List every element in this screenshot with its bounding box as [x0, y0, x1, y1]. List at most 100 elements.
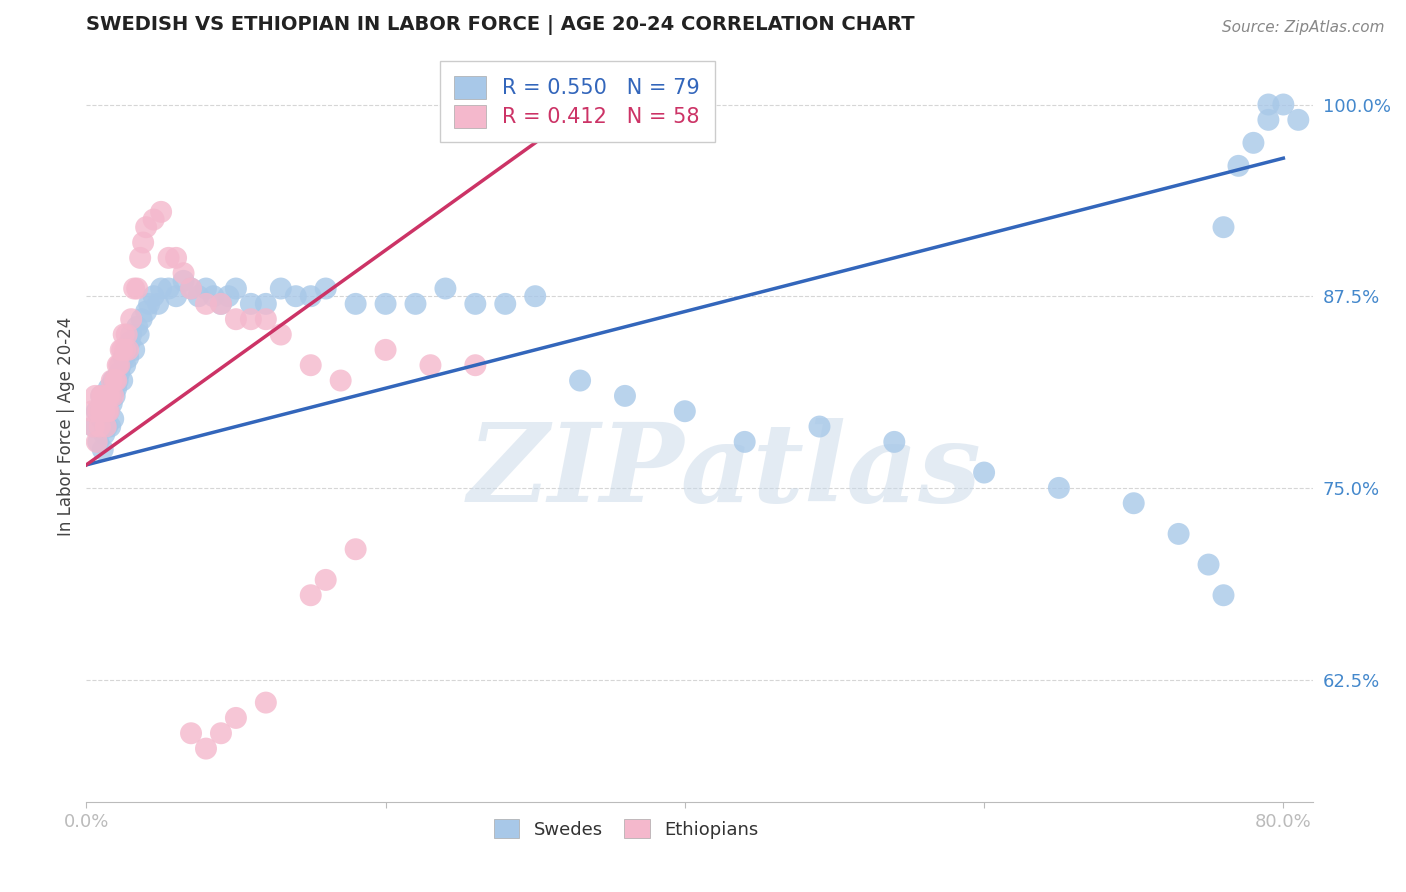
- Point: [117, 351, 139, 365]
- Point: [195, 741, 218, 756]
- Point: [86, 434, 108, 449]
- Point: [82, 404, 104, 418]
- Point: [90, 389, 112, 403]
- Point: [127, 281, 149, 295]
- Point: [1257, 97, 1279, 112]
- Point: [94, 389, 117, 403]
- Point: [344, 297, 367, 311]
- Point: [180, 726, 202, 740]
- Point: [1227, 159, 1250, 173]
- Point: [108, 366, 131, 380]
- Point: [138, 297, 160, 311]
- Point: [225, 281, 247, 295]
- Point: [100, 396, 122, 410]
- Point: [270, 327, 292, 342]
- Point: [1212, 588, 1234, 602]
- Point: [93, 404, 115, 418]
- Point: [83, 419, 105, 434]
- Point: [239, 312, 262, 326]
- Point: [146, 297, 169, 311]
- Point: [132, 235, 155, 250]
- Point: [180, 281, 202, 295]
- Point: [464, 297, 486, 311]
- Point: [96, 404, 118, 418]
- Text: ZIPatlas: ZIPatlas: [467, 417, 981, 525]
- Point: [1257, 112, 1279, 127]
- Point: [254, 312, 277, 326]
- Point: [344, 542, 367, 557]
- Y-axis label: In Labor Force | Age 20-24: In Labor Force | Age 20-24: [58, 317, 75, 536]
- Point: [108, 358, 131, 372]
- Point: [118, 335, 141, 350]
- Point: [94, 404, 117, 418]
- Point: [157, 281, 180, 295]
- Point: [110, 358, 132, 372]
- Point: [89, 419, 111, 434]
- Point: [165, 289, 187, 303]
- Point: [84, 389, 107, 403]
- Point: [94, 419, 117, 434]
- Point: [284, 289, 307, 303]
- Point: [173, 266, 195, 280]
- Point: [112, 351, 135, 365]
- Point: [107, 358, 129, 372]
- Point: [87, 434, 110, 449]
- Point: [405, 297, 427, 311]
- Point: [419, 358, 441, 372]
- Point: [98, 389, 121, 403]
- Point: [83, 419, 105, 434]
- Point: [97, 404, 120, 418]
- Point: [114, 343, 136, 357]
- Point: [122, 343, 145, 357]
- Point: [1212, 220, 1234, 235]
- Point: [808, 419, 831, 434]
- Point: [96, 419, 118, 434]
- Point: [165, 251, 187, 265]
- Point: [225, 711, 247, 725]
- Point: [86, 404, 108, 418]
- Point: [180, 281, 202, 295]
- Point: [104, 389, 127, 403]
- Point: [614, 389, 637, 403]
- Point: [315, 281, 337, 295]
- Point: [105, 381, 128, 395]
- Point: [254, 297, 277, 311]
- Point: [374, 297, 396, 311]
- Point: [135, 220, 157, 235]
- Point: [1167, 527, 1189, 541]
- Point: [209, 297, 232, 311]
- Point: [135, 304, 157, 318]
- Point: [464, 358, 486, 372]
- Point: [299, 588, 322, 602]
- Point: [87, 404, 110, 418]
- Point: [254, 696, 277, 710]
- Point: [103, 412, 125, 426]
- Point: [97, 381, 120, 395]
- Point: [569, 374, 592, 388]
- Point: [270, 281, 292, 295]
- Point: [673, 404, 696, 418]
- Point: [299, 289, 322, 303]
- Point: [114, 358, 136, 372]
- Point: [374, 343, 396, 357]
- Point: [115, 343, 138, 357]
- Point: [734, 434, 756, 449]
- Point: [209, 297, 232, 311]
- Point: [97, 404, 120, 418]
- Point: [524, 289, 547, 303]
- Point: [434, 281, 457, 295]
- Point: [111, 374, 134, 388]
- Point: [131, 312, 153, 326]
- Point: [122, 281, 145, 295]
- Point: [195, 281, 218, 295]
- Point: [103, 389, 125, 403]
- Point: [104, 374, 127, 388]
- Point: [105, 374, 128, 388]
- Text: Source: ZipAtlas.com: Source: ZipAtlas.com: [1222, 20, 1385, 35]
- Point: [187, 289, 209, 303]
- Point: [142, 212, 165, 227]
- Point: [1272, 97, 1295, 112]
- Point: [111, 343, 134, 357]
- Point: [883, 434, 905, 449]
- Point: [239, 297, 262, 311]
